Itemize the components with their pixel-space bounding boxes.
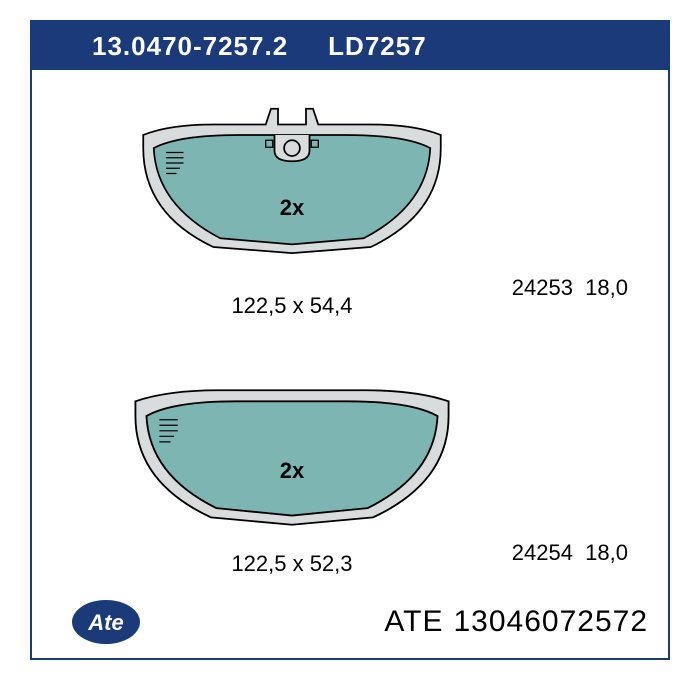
footer-brand: ATE	[384, 605, 443, 639]
footer-catalog-no: 13046072572	[453, 605, 648, 639]
pad-bottom-thickness: 18,0	[585, 540, 628, 565]
pad-top-dimensions: 122,5 x 54,4	[112, 293, 472, 319]
pad-top-qty: 2x	[280, 195, 304, 221]
brake-pad-top-svg	[112, 100, 472, 275]
pad-bottom-qty: 2x	[280, 458, 304, 484]
pad-bottom-code: 24254	[512, 540, 573, 565]
svg-text:Ate: Ate	[87, 610, 123, 635]
pad-bottom-dimensions: 122,5 x 52,3	[112, 551, 472, 577]
header-bar: 13.0470-7257.2 LD7257	[32, 22, 668, 70]
pad-bottom-side-label: 24254 18,0	[512, 540, 628, 566]
footer: Ate ATE 13046072572	[32, 598, 668, 646]
ate-logo: Ate	[70, 598, 142, 646]
header-ref-code: LD7257	[328, 31, 427, 62]
pad-top-code: 24253	[512, 275, 573, 300]
brake-pad-top: 2x 122,5 x 54,4	[112, 100, 472, 319]
pad-top-thickness: 18,0	[585, 275, 628, 300]
pad-top-side-label: 24253 18,0	[512, 275, 628, 301]
brake-pad-bottom: 2x 122,5 x 52,3	[112, 370, 472, 577]
header-part-number: 13.0470-7257.2	[92, 31, 288, 62]
diagram-content: 2x 122,5 x 54,4 24253 18,0 2x 122,5 x 52…	[32, 70, 668, 658]
diagram-frame: 13.0470-7257.2 LD7257 2x 122	[30, 20, 670, 660]
